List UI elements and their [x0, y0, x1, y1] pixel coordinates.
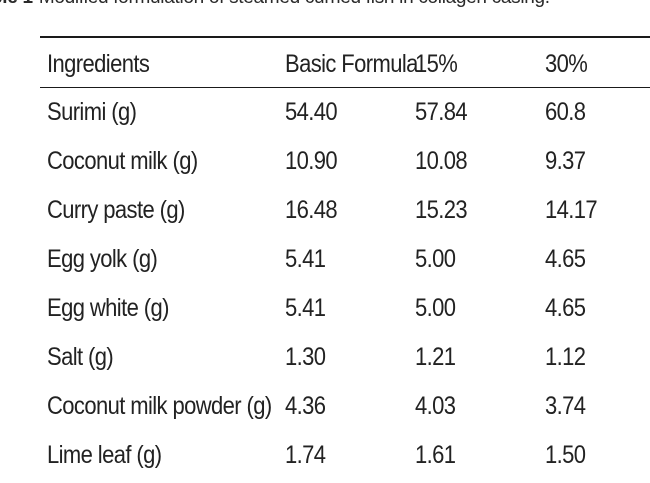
basic-formula-value: 10.90: [285, 146, 338, 175]
ingredient-name: Egg white (g): [47, 293, 169, 322]
basic-formula-value: 4.36: [285, 391, 326, 420]
basic-formula-value: 16.48: [285, 195, 338, 224]
table-header-row: Ingredients Basic Formula 15% 30%: [0, 36, 650, 92]
value-30-percent: 4.65: [545, 293, 586, 322]
value-15-percent: 5.00: [415, 293, 456, 322]
ingredient-name: Curry paste (g): [47, 195, 185, 224]
value-15-percent: 57.84: [415, 97, 468, 126]
ingredient-name: Coconut milk (g): [47, 146, 198, 175]
table-row: Coconut milk powder (g) 4.36 4.03 3.74: [0, 378, 650, 434]
basic-formula-value: 5.41: [285, 293, 326, 322]
table-caption-label: ble 1: [0, 0, 33, 8]
value-30-percent: 1.50: [545, 440, 586, 469]
value-15-percent: 10.08: [415, 146, 468, 175]
table-caption: ble 1 Modified formulation of steamed cur…: [0, 0, 550, 9]
basic-formula-value: 5.41: [285, 244, 326, 273]
ingredient-name: Salt (g): [47, 342, 114, 371]
table-row: Surimi (g) 54.40 57.84 60.8: [0, 84, 650, 140]
value-30-percent: 9.37: [545, 146, 586, 175]
basic-formula-value: 54.40: [285, 97, 338, 126]
table-top-rule: [40, 36, 650, 38]
table-row: Coconut milk (g) 10.90 10.08 9.37: [0, 133, 650, 189]
basic-formula-value: 1.74: [285, 440, 326, 469]
ingredient-name: Lime leaf (g): [47, 440, 162, 469]
value-15-percent: 15.23: [415, 195, 468, 224]
value-30-percent: 14.17: [545, 195, 598, 224]
header-15-percent: 15%: [415, 49, 458, 78]
table-row: Salt (g) 1.30 1.21 1.12: [0, 329, 650, 385]
header-ingredients: Ingredients: [47, 49, 150, 78]
ingredient-name: Coconut milk powder (g): [47, 391, 272, 420]
value-30-percent: 60.8: [545, 97, 586, 126]
value-30-percent: 1.12: [545, 342, 586, 371]
table-caption-text: Modified formulation of steamed curried …: [39, 0, 550, 8]
table-row: Egg yolk (g) 5.41 5.00 4.65: [0, 231, 650, 287]
table-header-rule: [40, 87, 650, 88]
header-basic-formula: Basic Formula: [285, 49, 418, 78]
value-30-percent: 4.65: [545, 244, 586, 273]
value-15-percent: 1.21: [415, 342, 456, 371]
table-row: Curry paste (g) 16.48 15.23 14.17: [0, 182, 650, 238]
table-row: Egg white (g) 5.41 5.00 4.65: [0, 280, 650, 336]
value-15-percent: 1.61: [415, 440, 456, 469]
value-15-percent: 5.00: [415, 244, 456, 273]
value-15-percent: 4.03: [415, 391, 456, 420]
value-30-percent: 3.74: [545, 391, 586, 420]
header-30-percent: 30%: [545, 49, 588, 78]
ingredient-name: Surimi (g): [47, 97, 137, 126]
ingredient-name: Egg yolk (g): [47, 244, 158, 273]
basic-formula-value: 1.30: [285, 342, 326, 371]
table-row: Lime leaf (g) 1.74 1.61 1.50: [0, 427, 650, 483]
